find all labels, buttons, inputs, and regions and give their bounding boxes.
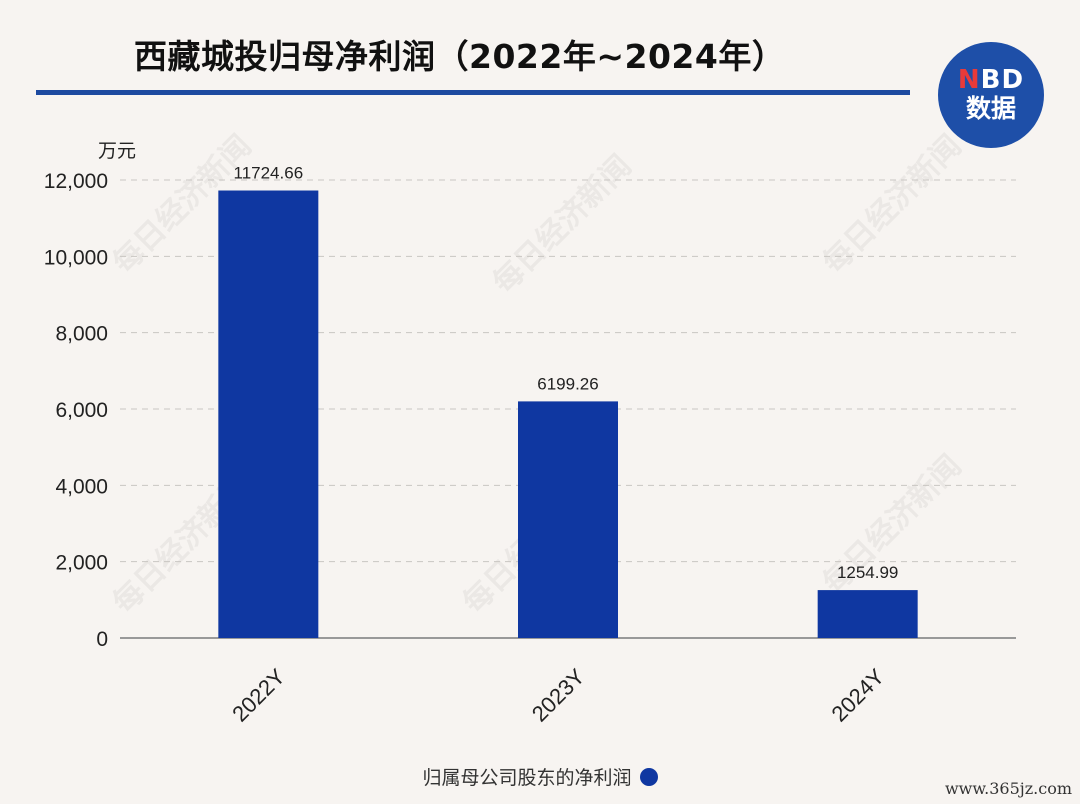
x-tick-label: 2024Y [827, 664, 890, 727]
legend: 归属母公司股东的净利润 [0, 763, 1080, 790]
y-tick-label: 8,000 [55, 323, 108, 346]
site-watermark: www.365jz.com [944, 779, 1072, 798]
x-tick-label: 2023Y [527, 664, 590, 727]
y-tick-label: 0 [96, 628, 108, 651]
x-tick-label: 2022Y [227, 664, 290, 727]
chart-title: 西藏城投归母净利润（2022年~2024年） [134, 37, 786, 76]
y-tick-label: 2,000 [55, 552, 108, 575]
y-tick-label: 6,000 [55, 399, 108, 422]
y-tick-label: 4,000 [55, 475, 108, 498]
legend-swatch [639, 767, 658, 786]
y-axis-unit-label: 万元 [98, 140, 137, 162]
nbd-logo: NBD 数据 [938, 42, 1044, 148]
data-label: 11724.66 [234, 164, 304, 183]
bar [518, 401, 618, 638]
title-underline [36, 90, 910, 95]
bar [218, 190, 319, 639]
y-tick-label: 10,000 [44, 246, 108, 269]
data-label: 1254.99 [837, 563, 898, 582]
y-tick-label: 12,000 [44, 170, 108, 193]
data-label: 6199.26 [537, 374, 598, 393]
legend-label: 归属母公司股东的净利润 [422, 767, 632, 789]
bar [817, 590, 918, 638]
